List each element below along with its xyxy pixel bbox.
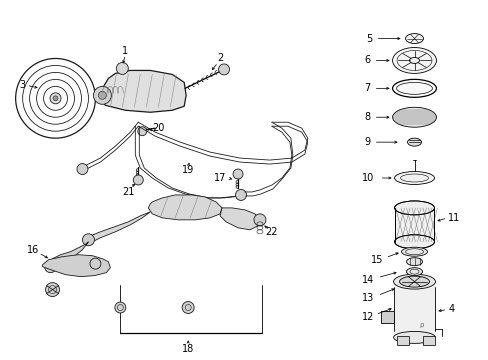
Circle shape [98, 91, 106, 99]
Text: 1: 1 [122, 45, 128, 55]
Ellipse shape [406, 258, 422, 266]
Ellipse shape [405, 33, 423, 44]
Circle shape [116, 62, 128, 75]
Ellipse shape [393, 332, 435, 343]
Ellipse shape [407, 138, 421, 146]
Bar [396, 336, 407, 345]
Text: 18: 18 [182, 345, 194, 354]
Text: 11: 11 [447, 213, 460, 223]
Text: 7: 7 [364, 84, 370, 93]
Text: 5: 5 [366, 33, 372, 44]
Ellipse shape [394, 171, 433, 184]
Text: 20: 20 [152, 123, 164, 133]
Polygon shape [102, 71, 186, 112]
Ellipse shape [396, 82, 431, 94]
Ellipse shape [392, 48, 436, 73]
Bar [423, 336, 435, 345]
Circle shape [138, 127, 146, 136]
Ellipse shape [401, 247, 427, 256]
Circle shape [82, 234, 94, 246]
Circle shape [133, 175, 143, 185]
Circle shape [93, 86, 111, 104]
Text: 10: 10 [361, 173, 373, 183]
Ellipse shape [394, 235, 433, 249]
Ellipse shape [392, 107, 436, 127]
Circle shape [77, 163, 88, 175]
Polygon shape [380, 311, 393, 323]
Polygon shape [88, 212, 150, 242]
Text: 16: 16 [26, 245, 39, 255]
Circle shape [182, 302, 194, 314]
Text: 19: 19 [182, 165, 194, 175]
Ellipse shape [408, 58, 419, 63]
Bar [394, 208, 433, 242]
Circle shape [44, 261, 57, 273]
Ellipse shape [393, 274, 435, 289]
Text: ρ: ρ [418, 323, 423, 328]
Circle shape [235, 189, 246, 201]
Polygon shape [220, 208, 260, 230]
Text: 17: 17 [213, 173, 226, 183]
Circle shape [218, 64, 229, 75]
Ellipse shape [399, 276, 428, 287]
Polygon shape [148, 195, 222, 220]
Circle shape [50, 93, 61, 104]
Ellipse shape [406, 268, 422, 276]
Polygon shape [48, 242, 88, 266]
Bar [393, 282, 435, 337]
Polygon shape [42, 255, 110, 276]
Circle shape [53, 96, 58, 101]
Text: 13: 13 [361, 293, 373, 302]
Text: 3: 3 [20, 80, 26, 90]
Text: 22: 22 [265, 227, 278, 237]
Text: 2: 2 [217, 54, 223, 63]
Text: 12: 12 [361, 312, 373, 323]
Text: 21: 21 [122, 187, 134, 197]
Circle shape [253, 214, 265, 226]
Circle shape [45, 283, 60, 297]
Circle shape [233, 169, 243, 179]
Text: 8: 8 [364, 112, 370, 122]
Text: 6: 6 [364, 55, 370, 66]
Text: 15: 15 [371, 255, 383, 265]
Text: 14: 14 [361, 275, 373, 285]
Text: 9: 9 [364, 137, 370, 147]
Text: 4: 4 [447, 305, 453, 315]
Ellipse shape [394, 201, 433, 215]
Circle shape [115, 302, 125, 313]
